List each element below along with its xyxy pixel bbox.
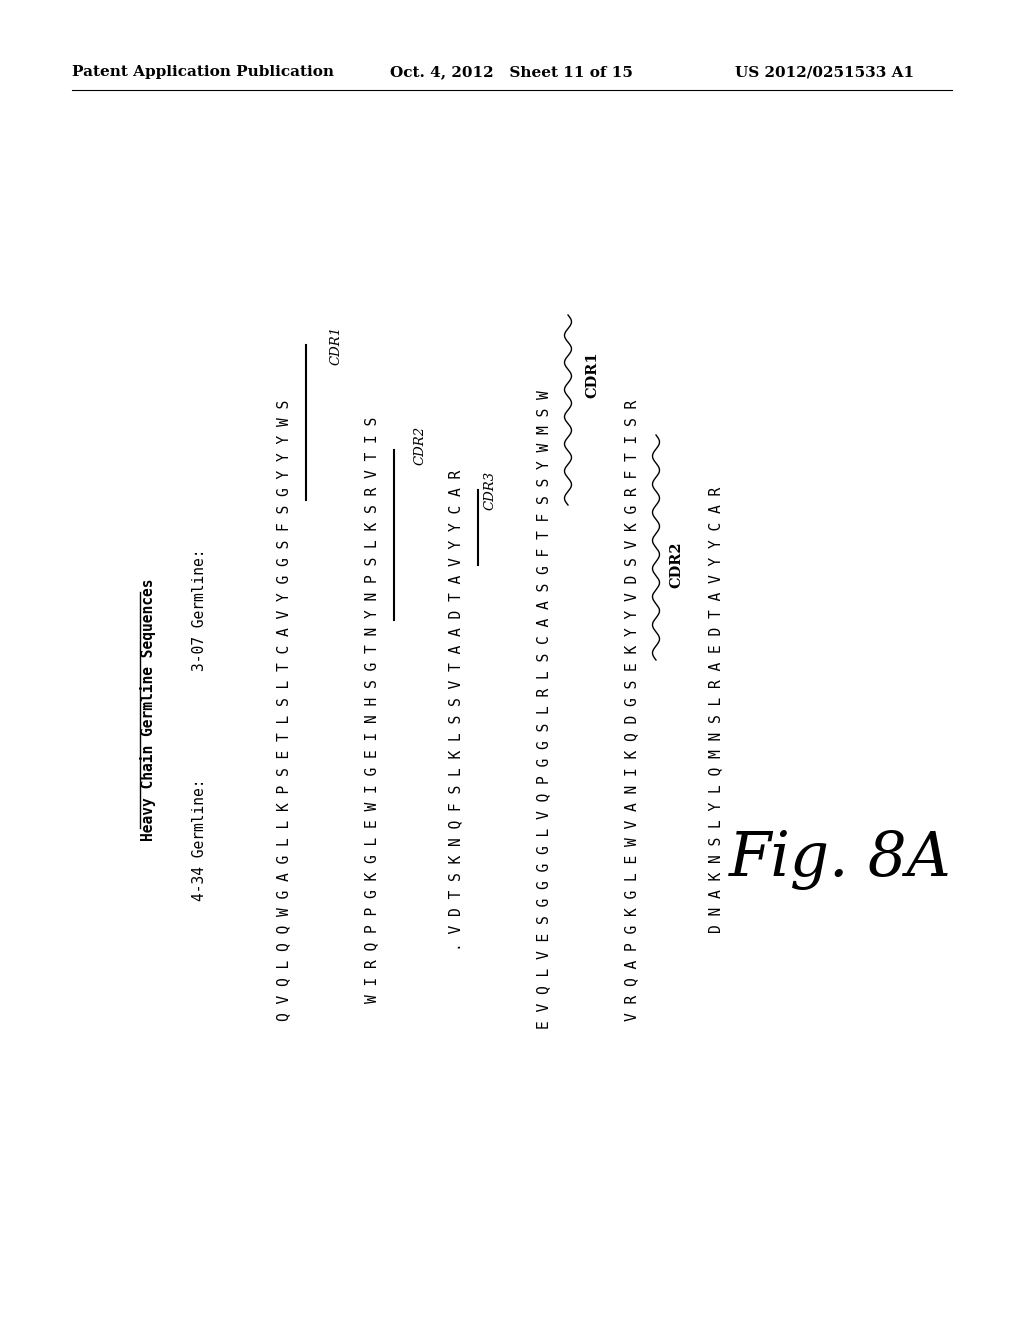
Text: CDR3: CDR3 [483,470,497,510]
Text: Patent Application Publication: Patent Application Publication [72,65,334,79]
Text: W I R Q P P G K G L E W I G E I N H S G T N Y N P S L K S R V T I S: W I R Q P P G K G L E W I G E I N H S G … [365,417,380,1003]
Text: Heavy Chain Germline Sequences: Heavy Chain Germline Sequences [140,578,156,841]
Text: CDR1: CDR1 [585,351,599,399]
Text: E V Q L V E S G G G G L V Q P G G S L R L S C A A S G F T F S S Y W M S W: E V Q L V E S G G G G L V Q P G G S L R … [537,391,552,1030]
Text: CDR1: CDR1 [330,326,342,364]
Text: Oct. 4, 2012   Sheet 11 of 15: Oct. 4, 2012 Sheet 11 of 15 [390,65,633,79]
Text: 3-07 Germline:: 3-07 Germline: [193,549,208,672]
Text: 4-34 Germline:: 4-34 Germline: [193,779,208,902]
Text: Q V Q L Q Q W G A G L L K P S E T L S L T C A V Y G G S F S G Y Y Y W S: Q V Q L Q Q W G A G L L K P S E T L S L … [276,400,292,1020]
Text: . V D T S K N Q F S L K L S S V T A A D T A V Y Y C A R: . V D T S K N Q F S L K L S S V T A A D … [449,470,464,950]
Text: CDR2: CDR2 [669,541,683,589]
Text: D N A K N S L Y L Q M N S L R A E D T A V Y Y C A R: D N A K N S L Y L Q M N S L R A E D T A … [709,487,724,933]
Text: US 2012/0251533 A1: US 2012/0251533 A1 [735,65,914,79]
Text: Fig. 8A: Fig. 8A [729,830,951,890]
Text: V R Q A P G K G L E W V A N I K Q D G S E K Y Y V D S V K G R F T I S R: V R Q A P G K G L E W V A N I K Q D G S … [625,400,640,1020]
Text: CDR2: CDR2 [414,425,427,465]
